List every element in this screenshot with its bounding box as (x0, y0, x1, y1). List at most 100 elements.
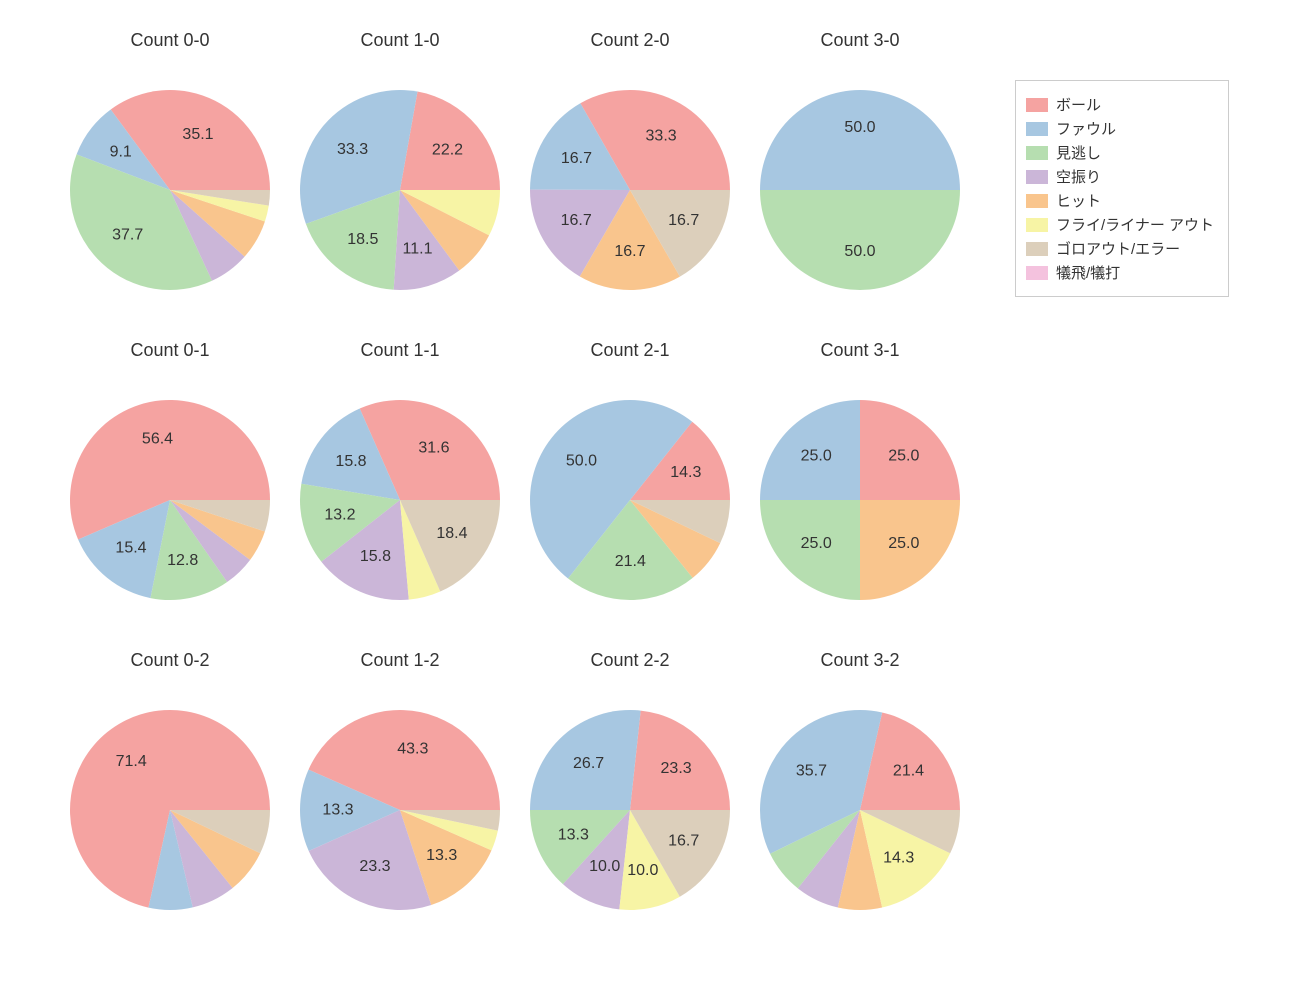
slice-label: 22.2 (432, 141, 463, 158)
pie-chart: 23.326.713.310.010.016.7 (515, 650, 745, 960)
slice-label: 10.0 (589, 858, 620, 875)
chart-title: Count 3-0 (745, 30, 975, 51)
pie-panel: Count 0-2 71.4 (55, 650, 285, 960)
chart-title: Count 2-1 (515, 340, 745, 361)
legend-item: ファウル (1026, 118, 1214, 139)
slice-label: 13.3 (558, 826, 589, 843)
legend-label: ファウル (1056, 118, 1116, 139)
slice-label: 18.5 (347, 231, 378, 248)
pie-panel: Count 1-131.615.813.215.818.4 (285, 340, 515, 650)
slice-label: 35.1 (182, 126, 213, 143)
legend-swatch (1026, 146, 1048, 160)
pie-chart: 71.4 (55, 650, 285, 960)
legend-item: フライ/ライナー アウト (1026, 214, 1214, 235)
pie-panel: Count 2-0 33.3 16.7 16.7 16.7 16.7 (515, 30, 745, 340)
legend-label: 空振り (1056, 166, 1101, 187)
legend-swatch (1026, 122, 1048, 136)
legend: ボールファウル見逃し空振りヒットフライ/ライナー アウトゴロアウト/エラー犠飛/… (1015, 80, 1229, 297)
legend-swatch (1026, 194, 1048, 208)
legend-label: ゴロアウト/エラー (1056, 238, 1180, 259)
legend-swatch (1026, 242, 1048, 256)
pie-panel: Count 3-0 50.0 50.0 (745, 30, 975, 340)
slice-label: 12.8 (167, 552, 198, 569)
pie-panel: Count 1-2 43.3 13.3 23.3 13.3 (285, 650, 515, 960)
slice-label: 71.4 (116, 753, 147, 770)
pie-panel: Count 0-1 56.4 15.4 12.8 (55, 340, 285, 650)
legend-label: フライ/ライナー アウト (1056, 214, 1214, 235)
chart-title: Count 0-2 (55, 650, 285, 671)
slice-label: 50.0 (844, 243, 875, 260)
chart-title: Count 2-2 (515, 650, 745, 671)
chart-title: Count 2-0 (515, 30, 745, 51)
slice-label: 15.4 (115, 539, 146, 556)
slice-label: 16.7 (668, 832, 699, 849)
slice-label: 23.3 (661, 760, 692, 777)
slice-label: 50.0 (844, 119, 875, 136)
chart-title: Count 1-2 (285, 650, 515, 671)
slice-label: 33.3 (337, 141, 368, 158)
pie-panel: Count 2-1 14.3 50.0 21.4 (515, 340, 745, 650)
figure: ボールファウル見逃し空振りヒットフライ/ライナー アウトゴロアウト/エラー犠飛/… (0, 0, 1300, 1000)
legend-item: 見逃し (1026, 142, 1214, 163)
slice-label: 21.4 (615, 553, 646, 570)
slice-label: 14.3 (883, 850, 914, 867)
legend-swatch (1026, 170, 1048, 184)
slice-label: 14.3 (670, 464, 701, 481)
pie-chart: 35.19.137.7 (55, 30, 285, 340)
pie-panel: Count 3-2 21.4 35.7 14.3 (745, 650, 975, 960)
legend-item: 空振り (1026, 166, 1214, 187)
legend-swatch (1026, 218, 1048, 232)
pie-panel: Count 2-223.326.713.310.010.016.7 (515, 650, 745, 960)
pie-chart: 14.3 50.0 21.4 (515, 340, 745, 650)
pie-chart: 22.2 33.3 18.5 11.1 (285, 30, 515, 340)
slice-label: 10.0 (627, 862, 658, 879)
slice-label: 43.3 (397, 741, 428, 758)
slice-label: 15.8 (360, 548, 391, 565)
slice-label: 25.0 (801, 535, 832, 552)
legend-label: ヒット (1056, 190, 1101, 211)
slice-label: 16.7 (561, 212, 592, 229)
legend-item: 犠飛/犠打 (1026, 262, 1214, 283)
pie-chart: 50.0 50.0 (745, 30, 975, 340)
slice-label: 16.7 (561, 150, 592, 167)
chart-title: Count 1-1 (285, 340, 515, 361)
legend-item: ボール (1026, 94, 1214, 115)
slice-label: 50.0 (566, 453, 597, 470)
legend-label: 見逃し (1056, 142, 1101, 163)
pie-panel: Count 3-125.025.025.025.0 (745, 340, 975, 650)
pie-panel: Count 0-035.19.137.7 (55, 30, 285, 340)
chart-title: Count 0-1 (55, 340, 285, 361)
pie-chart: 21.4 35.7 14.3 (745, 650, 975, 960)
slice-label: 33.3 (646, 128, 677, 145)
slice-label: 26.7 (573, 755, 604, 772)
pie-panel: Count 1-0 22.2 33.3 18.5 11.1 (285, 30, 515, 340)
slice-label: 18.4 (436, 525, 467, 542)
pie-chart: 31.615.813.215.818.4 (285, 340, 515, 650)
slice-label: 56.4 (142, 431, 173, 448)
legend-swatch (1026, 266, 1048, 280)
slice-label: 11.1 (403, 241, 433, 258)
slice-label: 13.3 (322, 801, 353, 818)
slice-label: 23.3 (359, 858, 390, 875)
slice-label: 25.0 (888, 447, 919, 464)
slice-label: 16.7 (614, 243, 645, 260)
slice-label: 13.3 (426, 847, 457, 864)
pie-chart: 25.025.025.025.0 (745, 340, 975, 650)
slice-label: 13.2 (324, 507, 355, 524)
slice-label: 25.0 (801, 447, 832, 464)
slice-label: 37.7 (112, 227, 143, 244)
pie-slice (760, 90, 960, 190)
slice-label: 35.7 (796, 763, 827, 780)
chart-title: Count 0-0 (55, 30, 285, 51)
legend-item: ヒット (1026, 190, 1214, 211)
slice-label: 15.8 (335, 453, 366, 470)
legend-swatch (1026, 98, 1048, 112)
chart-title: Count 3-2 (745, 650, 975, 671)
legend-item: ゴロアウト/エラー (1026, 238, 1214, 259)
pie-chart: 33.3 16.7 16.7 16.7 16.7 (515, 30, 745, 340)
pie-chart: 43.3 13.3 23.3 13.3 (285, 650, 515, 960)
chart-title: Count 1-0 (285, 30, 515, 51)
pie-slice (760, 190, 960, 290)
slice-label: 16.7 (668, 212, 699, 229)
slice-label: 21.4 (893, 763, 924, 780)
